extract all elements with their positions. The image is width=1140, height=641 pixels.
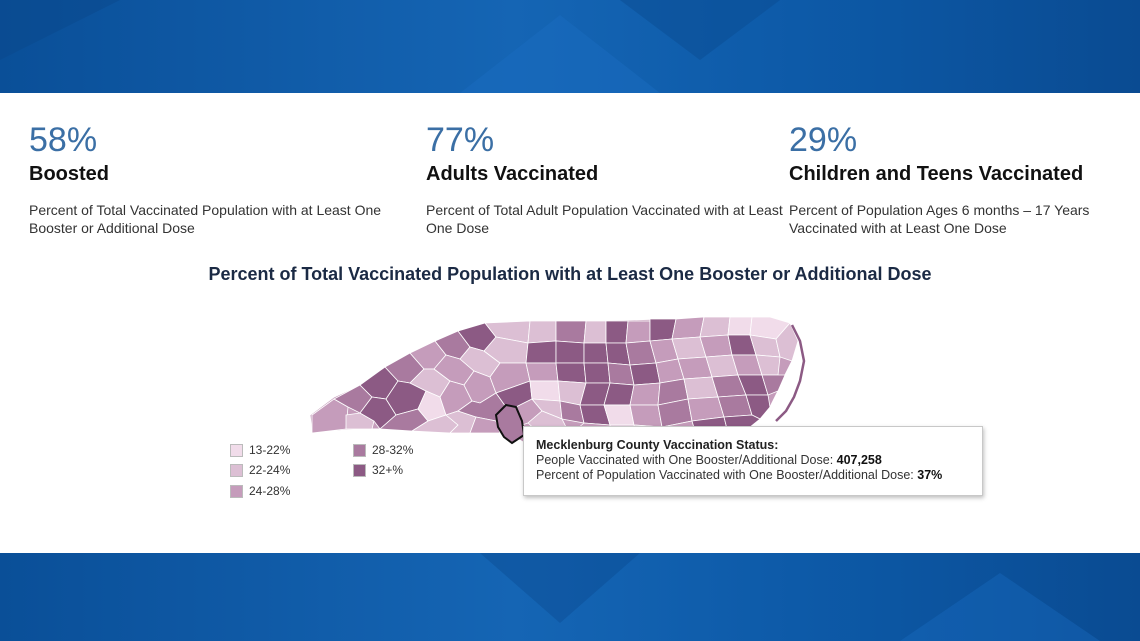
tooltip-line-boosted-count: People Vaccinated with One Booster/Addit…	[536, 453, 970, 468]
tooltip-value: 407,258	[836, 453, 882, 467]
stat-children-vaccinated: 29% Children and Teens Vaccinated Percen…	[789, 121, 1124, 237]
stat-adults-vaccinated: 77% Adults Vaccinated Percent of Total A…	[426, 121, 786, 237]
outer-banks	[775, 324, 806, 422]
county-tooltip: Mecklenburg County Vaccination Status: P…	[523, 426, 983, 496]
stat-boosted: 58% Boosted Percent of Total Vaccinated …	[29, 121, 389, 237]
legend-swatch	[230, 463, 243, 477]
legend-label: 28-32%	[372, 443, 414, 457]
legend-swatch	[353, 463, 366, 477]
stat-title: Boosted	[29, 163, 109, 185]
county-cells	[311, 316, 799, 472]
legend-label: 24-28%	[249, 484, 291, 498]
legend-swatch	[353, 443, 366, 457]
legend-swatch	[230, 484, 243, 498]
legend-item: 13-22%	[230, 443, 290, 457]
tooltip-label: Percent of Population Vaccinated with On…	[536, 468, 918, 482]
banner-decoration	[0, 0, 780, 93]
legend-label: 32+%	[372, 463, 404, 477]
stat-title: Adults Vaccinated	[426, 163, 599, 185]
stat-description: Percent of Total Adult Population Vaccin…	[426, 202, 783, 236]
stat-value: 58%	[29, 121, 98, 159]
stat-title: Children and Teens Vaccinated	[789, 163, 1084, 185]
tooltip-label: People Vaccinated with One Booster/Addit…	[536, 453, 837, 467]
stat-value: 77%	[426, 121, 495, 159]
banner-decoration	[480, 553, 1100, 641]
tooltip-line-boosted-percent: Percent of Population Vaccinated with On…	[536, 468, 970, 483]
legend-item: 22-24%	[230, 463, 290, 477]
legend-swatch	[230, 443, 243, 457]
bottom-banner	[0, 553, 1140, 641]
legend-item: 28-32%	[353, 443, 413, 457]
tooltip-value: 37%	[917, 468, 943, 482]
top-banner	[0, 0, 1140, 93]
legend-label: 13-22%	[249, 443, 291, 457]
stat-description: Percent of Population Ages 6 months – 17…	[789, 202, 1090, 236]
legend-item: 24-28%	[230, 484, 290, 498]
stat-value: 29%	[789, 121, 858, 159]
legend-item: 32+%	[353, 463, 403, 477]
map-title: Percent of Total Vaccinated Population w…	[208, 264, 932, 284]
dashboard-panel: 58% Boosted Percent of Total Vaccinated …	[0, 93, 1140, 553]
stat-description: Percent of Total Vaccinated Population w…	[29, 202, 382, 236]
tooltip-title: Mecklenburg County Vaccination Status:	[536, 438, 779, 452]
legend-label: 22-24%	[249, 463, 291, 477]
